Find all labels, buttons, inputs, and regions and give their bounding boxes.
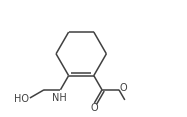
Text: O: O xyxy=(119,83,127,93)
Text: NH: NH xyxy=(52,93,67,103)
Text: HO: HO xyxy=(14,94,29,104)
Text: O: O xyxy=(91,103,98,113)
